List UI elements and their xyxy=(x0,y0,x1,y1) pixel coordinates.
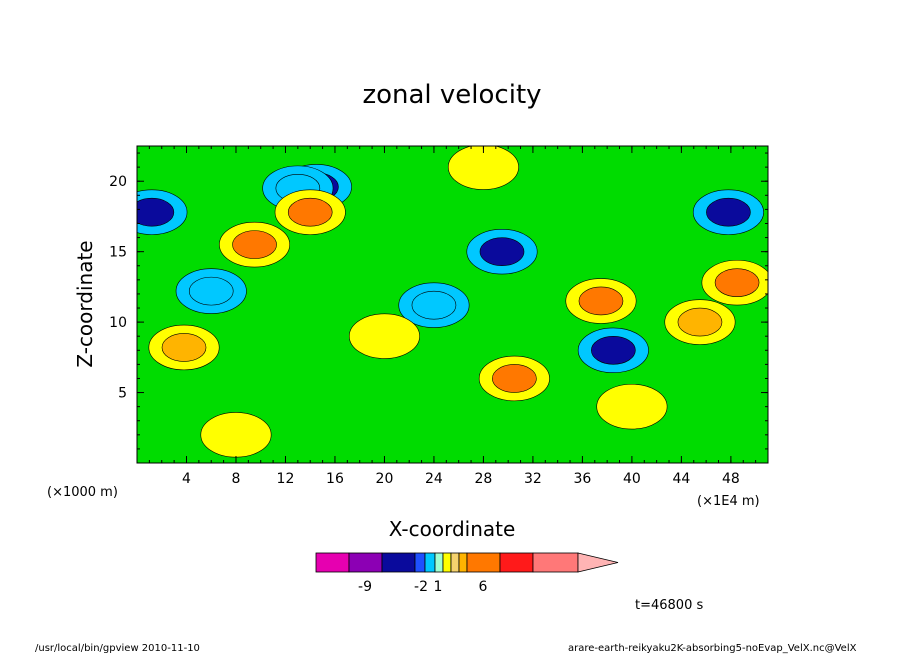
x-unit-left: (×1000 m) xyxy=(47,485,118,500)
contour-feature xyxy=(161,333,207,362)
colorbar-segment xyxy=(442,552,452,573)
colorbar-segment xyxy=(381,552,416,573)
colorbar-segment xyxy=(424,552,436,573)
y-tick-label: 20 xyxy=(109,174,127,190)
x-axis-label: X-coordinate xyxy=(389,517,516,541)
time-label: t=46800 s xyxy=(635,598,703,613)
colorbar-segment xyxy=(450,552,460,573)
contour-field xyxy=(137,146,768,458)
y-tick-label: 5 xyxy=(118,386,127,402)
x-tick-label: 24 xyxy=(425,471,443,487)
x-tick-label: 48 xyxy=(722,471,740,487)
x-tick-label: 12 xyxy=(277,471,295,487)
y-axis: 5 10 15 20 xyxy=(109,152,768,450)
footer-right: arare-earth-reikyaku2K-absorbing5-noEvap… xyxy=(568,643,857,654)
x-tick-label: 28 xyxy=(475,471,493,487)
x-tick-label: 4 xyxy=(182,471,191,487)
contour-feature xyxy=(706,197,751,227)
colorbar-label: 1 xyxy=(434,579,443,595)
contour-feature xyxy=(447,146,519,190)
y-axis-label: Z-coordinate xyxy=(73,240,97,367)
contour-feature xyxy=(200,412,272,458)
contour-feature xyxy=(348,313,420,359)
colorbar-segment xyxy=(458,552,468,573)
x-unit-right: (×1E4 m) xyxy=(697,494,760,509)
x-tick-label: 44 xyxy=(672,471,690,487)
contour-feature xyxy=(677,307,723,337)
chart-title: zonal velocity xyxy=(362,80,541,110)
plot-frame xyxy=(136,145,769,464)
colorbar-label: 6 xyxy=(479,579,488,595)
x-tick-label: 32 xyxy=(524,471,542,487)
footer-left: /usr/local/bin/gpview 2010-11-10 xyxy=(35,643,200,654)
colorbar-extend-arrow xyxy=(577,552,619,573)
x-axis: 4 8 12 16 20 24 28 32 36 40 44 48 xyxy=(148,146,757,487)
colorbar-segment xyxy=(499,552,534,573)
x-tick-label: 20 xyxy=(376,471,394,487)
contour-feature xyxy=(411,290,457,320)
colorbar-label: -9 xyxy=(358,579,372,595)
colorbar-segment xyxy=(315,552,350,573)
x-tick-label: 36 xyxy=(573,471,591,487)
colorbar-segment xyxy=(532,552,579,573)
colorbar-segment xyxy=(414,552,426,573)
colorbar-segment xyxy=(434,552,444,573)
contour-feature xyxy=(578,286,624,316)
colorbar: -9 -2 1 6 xyxy=(315,552,619,595)
x-tick-label: 16 xyxy=(326,471,344,487)
contour-feature xyxy=(591,335,636,365)
x-tick-label: 40 xyxy=(623,471,641,487)
contour-feature xyxy=(492,364,537,393)
colorbar-segment xyxy=(466,552,501,573)
y-tick-label: 10 xyxy=(109,315,127,331)
contour-feature xyxy=(714,268,760,297)
contour-feature xyxy=(137,197,175,227)
contour-feature xyxy=(479,237,525,266)
contour-feature xyxy=(232,230,277,259)
x-tick-label: 8 xyxy=(232,471,241,487)
contour-feature xyxy=(596,383,668,430)
contour-feature xyxy=(188,276,234,306)
y-tick-label: 15 xyxy=(109,245,127,261)
colorbar-label: -2 xyxy=(414,579,428,595)
contour-feature xyxy=(287,197,333,227)
colorbar-segment xyxy=(348,552,383,573)
